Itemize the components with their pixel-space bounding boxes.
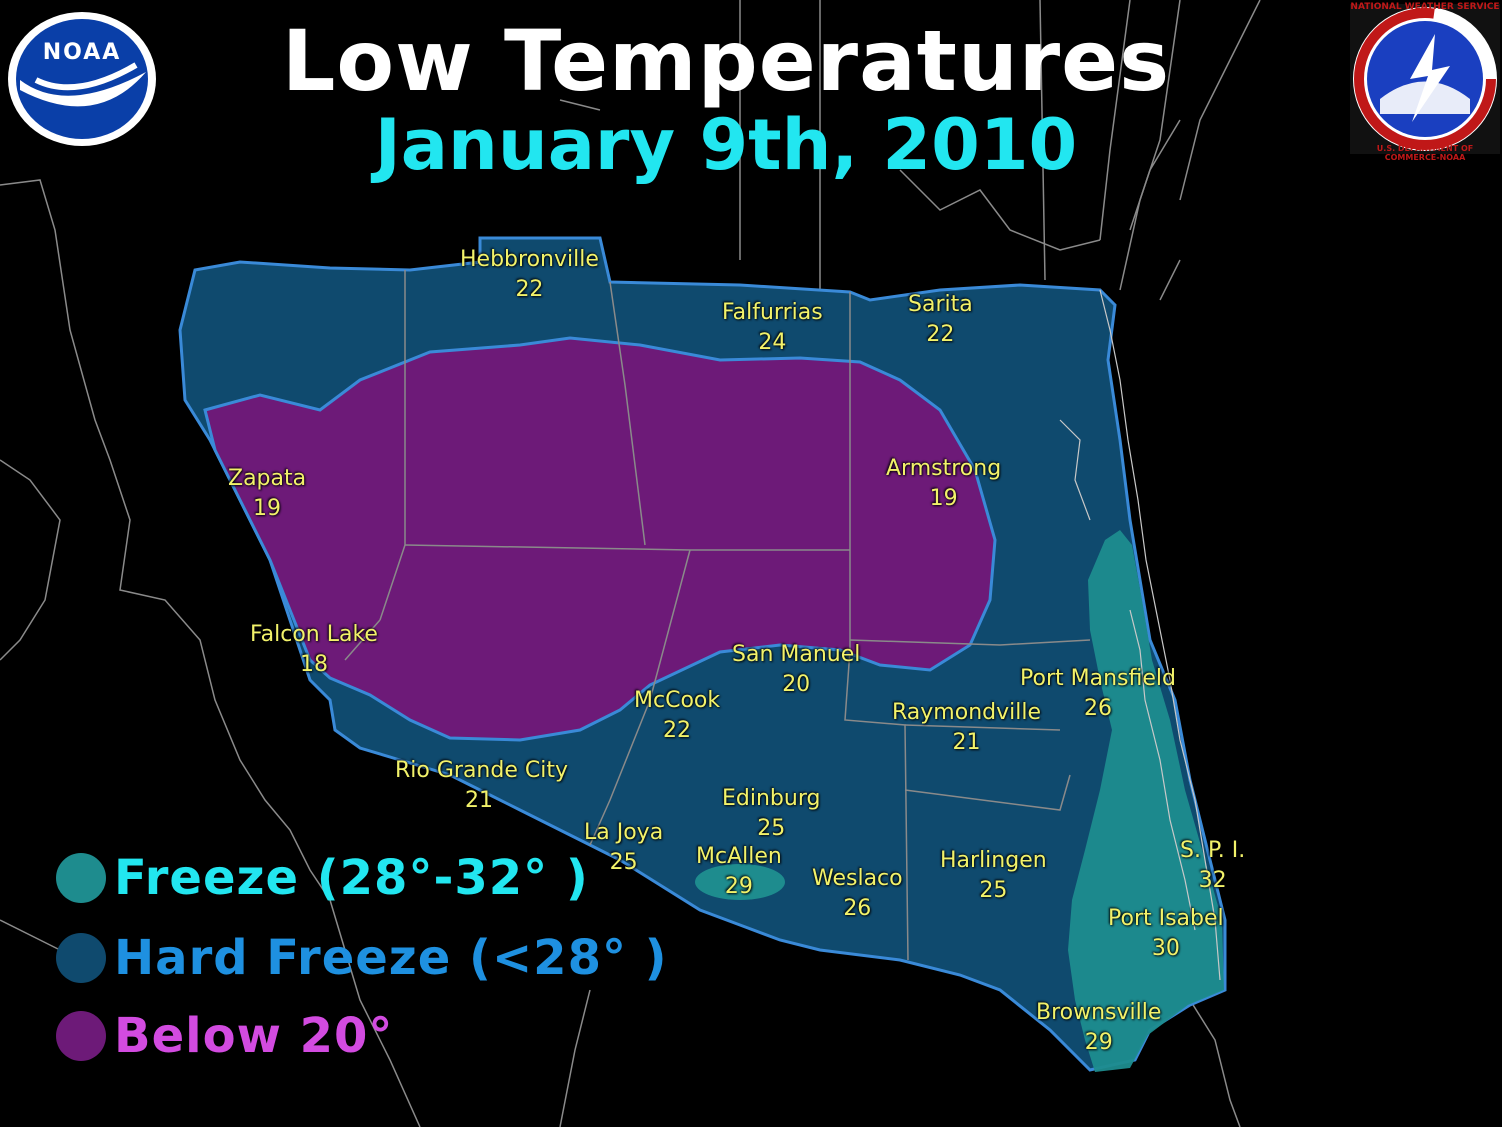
- station-label: McCook 22: [634, 686, 720, 746]
- station-temp: 29: [724, 874, 753, 899]
- station-label: Raymondville 21: [892, 698, 1041, 758]
- mcallen-freeze-pocket: [695, 864, 785, 900]
- station-temp: 29: [1084, 1030, 1113, 1055]
- station-name: Rio Grande City: [395, 758, 568, 783]
- station-temp: 26: [843, 896, 872, 921]
- legend-below-20-label: Below 20°: [114, 1008, 394, 1064]
- station-name: Falfurrias: [722, 300, 823, 325]
- legend-freeze-label: Freeze (28°-32° ): [114, 850, 589, 906]
- nws-logo: NATIONAL WEATHER SERVICE U.S. DEPARTMENT…: [1350, 2, 1500, 162]
- county-lines-overlay: [344, 270, 1091, 961]
- station-label: McAllen 29: [696, 842, 782, 902]
- station-label: Falfurrias 24: [722, 298, 823, 358]
- station-label: San Manuel 20: [732, 640, 860, 700]
- noaa-logo: NOAA: [6, 10, 158, 148]
- station-name: Port Isabel: [1108, 906, 1224, 931]
- station-name: Armstrong: [886, 456, 1002, 481]
- legend-hard-freeze-label: Hard Freeze (<28° ): [114, 930, 668, 986]
- legend-freeze: Freeze (28°-32° ): [56, 850, 589, 906]
- station-temp: 22: [663, 718, 692, 743]
- station-name: Weslaco: [812, 866, 903, 891]
- station-temp: 22: [515, 277, 544, 302]
- station-temp: 21: [465, 788, 493, 813]
- station-name: San Manuel: [732, 642, 861, 667]
- legend-hard-freeze-swatch: [56, 933, 106, 983]
- station-label: Port Mansfield 26: [1020, 664, 1176, 724]
- station-temp: 22: [926, 322, 955, 347]
- station-label: Zapata 19: [228, 464, 306, 524]
- station-temp: 19: [929, 486, 958, 511]
- station-label: Armstrong 19: [886, 454, 1001, 514]
- map-title: Low Temperatures: [281, 12, 1171, 110]
- station-temp: 25: [979, 878, 1008, 903]
- station-label: Rio Grande City 21: [395, 756, 568, 816]
- station-label: Port Isabel 30: [1108, 904, 1224, 964]
- doc-logo-text: U.S. DEPARTMENT OF COMMERCE-NOAA: [1376, 144, 1474, 162]
- legend-below-20: Below 20°: [56, 1008, 393, 1064]
- station-name: Edinburg: [722, 786, 821, 811]
- station-temp: 19: [253, 496, 282, 521]
- station-temp: 24: [758, 330, 787, 355]
- station-name: Hebbronville: [460, 247, 599, 272]
- station-name: Zapata: [228, 466, 307, 491]
- station-label: Brownsville 29: [1036, 998, 1161, 1058]
- legend-hard-freeze: Hard Freeze (<28° ): [56, 930, 668, 986]
- noaa-logo-text: NOAA: [42, 40, 122, 65]
- station-name: McCook: [634, 688, 721, 713]
- map-subtitle: January 9th, 2010: [374, 104, 1078, 186]
- station-name: Port Mansfield: [1020, 666, 1176, 691]
- coastline-lines: [1059, 289, 1221, 981]
- station-label: Weslaco 26: [812, 864, 903, 924]
- legend-below-20-swatch: [56, 1011, 106, 1061]
- station-label: Harlingen 25: [940, 846, 1047, 906]
- legend-freeze-swatch: [56, 853, 106, 903]
- station-temp: 32: [1198, 868, 1227, 893]
- freeze-region: [1068, 530, 1224, 1072]
- station-temp: 20: [782, 672, 811, 697]
- station-name: La Joya: [584, 820, 664, 845]
- station-name: Brownsville: [1036, 1000, 1162, 1025]
- station-name: Sarita: [908, 292, 973, 317]
- station-temp: 26: [1083, 696, 1112, 721]
- station-temp: 21: [952, 730, 981, 755]
- station-name: Falcon Lake: [250, 622, 378, 647]
- below-20-region: [203, 336, 997, 742]
- station-name: McAllen: [696, 844, 782, 869]
- nws-logo-text: NATIONAL WEATHER SERVICE: [1350, 2, 1500, 12]
- station-temp: 25: [609, 850, 638, 875]
- station-name: Raymondville: [892, 700, 1041, 725]
- station-label: Falcon Lake 18: [250, 620, 378, 680]
- station-label: La Joya 25: [584, 818, 663, 878]
- station-temp: 18: [300, 652, 328, 677]
- station-temp: 25: [757, 816, 786, 841]
- county-border-lines: [0, 0, 1261, 1127]
- station-name: Harlingen: [940, 848, 1047, 873]
- station-label: Edinburg 25: [722, 784, 820, 844]
- station-temp: 30: [1151, 936, 1180, 961]
- station-label: Sarita 22: [908, 290, 973, 350]
- station-name: S. P. I.: [1180, 838, 1246, 863]
- station-label: Hebbronville 22: [460, 245, 599, 305]
- station-label: S. P. I. 32: [1180, 836, 1245, 896]
